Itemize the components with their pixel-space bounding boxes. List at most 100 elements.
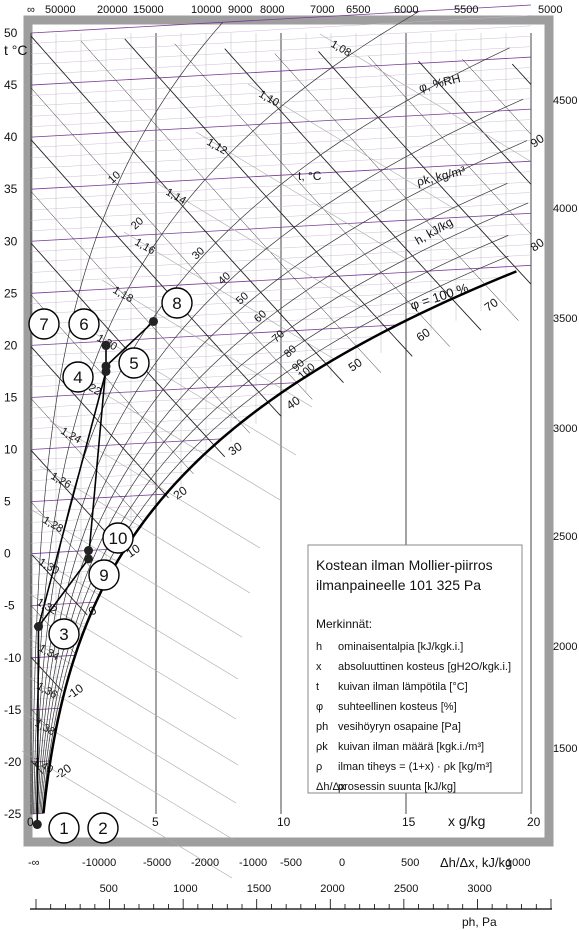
chart-title: Kostean ilman Mollier-piirros (316, 557, 493, 573)
chart-subtitle: ilmanpaineelle 101 325 Pa (316, 577, 481, 593)
density-line (319, 33, 531, 162)
density-line (21, 750, 233, 879)
rh-curve (36, 140, 528, 814)
top-scale-label: 5000 (538, 4, 562, 16)
isotherm-line (30, 405, 264, 419)
enthalpy-line (224, 48, 482, 331)
y-tick-label: 15 (4, 390, 18, 404)
bottom-scale-label: -2000 (191, 857, 219, 869)
density-line (123, 231, 335, 360)
isotherm-line (30, 192, 532, 221)
pressure-tick-label: 1000 (173, 883, 197, 895)
legend-symbol: ρk (316, 741, 328, 753)
isotherm-line (30, 324, 398, 346)
bottom-scale-label: 0 (339, 857, 345, 869)
bottom-scale-label: 1000 (506, 857, 530, 869)
legend-text: ilman tiheys = (1+x) · ρk [kg/m³] (338, 761, 492, 773)
density-line (154, 181, 366, 310)
enthalpy-label: -20 (52, 761, 75, 783)
density-line (27, 637, 239, 766)
enthalpy-line (30, 398, 144, 523)
bottom-scale-label: -500 (280, 857, 302, 869)
enthalpy-line (174, 43, 450, 347)
process-point-bubble (161, 287, 193, 319)
process-line (37, 371, 107, 627)
legend-items: h ominaisentalpia [kJ/kgk.i.] x absoluuttin… (316, 641, 511, 793)
density-line (101, 279, 313, 408)
x-tick-label: 20 (527, 815, 541, 829)
grid-layer (30, 4, 532, 815)
enthalpy-line (30, 346, 169, 499)
top-scale-label: 10000 (191, 4, 222, 16)
legend-frame (307, 544, 523, 794)
curve-label-temperature: t, °C (298, 169, 322, 183)
rh-label: 20 (129, 215, 146, 232)
process-point-label: 6 (79, 315, 88, 334)
rh-curve (31, 22, 224, 814)
process-point-bubble (62, 361, 94, 393)
process-point-marker (32, 819, 42, 829)
process-point-marker (101, 340, 111, 350)
process-point-label: 9 (99, 566, 108, 585)
bottom-scale: -∞ -10000 -5000 -2000 -1000 -500 0 500 1000 (28, 857, 530, 869)
top-scale-label: 50000 (45, 4, 76, 16)
bottom-scale-label: 500 (401, 857, 419, 869)
pressure-tick-label: 2500 (394, 883, 418, 895)
legend-text: kuivan ilman lämpötila [°C] (338, 681, 468, 693)
isotherm-line (30, 150, 532, 180)
top-scale-label: 6500 (346, 4, 370, 16)
rh-label: 40 (216, 270, 233, 287)
pressure-scale: 500 1000 1500 2000 2500 3000 (35, 883, 552, 909)
legend-text: prosessin suunta [kJ/kg] (338, 781, 456, 793)
isotherm-line (30, 460, 198, 471)
y-tick-label: 10 (4, 443, 18, 457)
process-point-label: 8 (172, 294, 181, 313)
y-tick-label: -10 (4, 651, 22, 665)
isotherm-line (30, 67, 532, 96)
y-tick-label: -15 (4, 703, 22, 717)
enthalpy-line (511, 63, 532, 85)
pressure-tick-label: 1500 (247, 883, 271, 895)
density-label: 1,08 (329, 38, 354, 59)
curve-label-rh: φ, %RH (417, 71, 462, 95)
process-point-bubble (48, 618, 80, 650)
enthalpy-line (274, 53, 519, 321)
legend-symbol: ρ (316, 761, 322, 773)
isotherm-line (30, 181, 532, 211)
legend-text: absoluuttinen kosteus [gH2O/kgk.i.] (338, 661, 511, 673)
top-scale-label: 8000 (260, 4, 284, 16)
isotherm-line (30, 212, 532, 242)
density-label: 1,26 (49, 470, 74, 491)
right-scale-label: 2500 (553, 531, 577, 543)
bottom-scale-label: -1000 (239, 857, 267, 869)
isotherm-line (30, 289, 474, 315)
isotherm-line (30, 277, 502, 304)
isotherm-line (30, 36, 532, 65)
process-point-label: 10 (109, 529, 128, 548)
enthalpy-line (30, 87, 313, 400)
rh-label: 10 (106, 169, 123, 186)
top-scale-label: 7000 (310, 4, 334, 16)
enthalpy-line (30, 191, 250, 434)
isotherm-line (30, 202, 532, 232)
process-point-label: 7 (39, 315, 48, 334)
rh-label: 50 (234, 290, 251, 307)
process-line (87, 366, 107, 559)
right-scale-label: 4500 (553, 95, 577, 107)
process-point-label: 5 (129, 354, 138, 373)
process-line (36, 626, 40, 825)
density-line (85, 327, 297, 456)
enthalpy-line (318, 51, 532, 285)
x-tick-label: 10 (277, 815, 291, 829)
process-line (37, 558, 90, 628)
y-tick-label: -20 (4, 755, 22, 769)
right-scale-label: 1500 (553, 743, 577, 755)
density-line (49, 420, 261, 549)
enthalpy-line (368, 56, 532, 235)
process-point-marker (101, 361, 111, 371)
process-point-label: 2 (98, 819, 107, 838)
legend-symbol: x (316, 661, 322, 673)
bottom-scale-label: -∞ (28, 857, 40, 869)
density-label: 1,24 (59, 425, 84, 446)
